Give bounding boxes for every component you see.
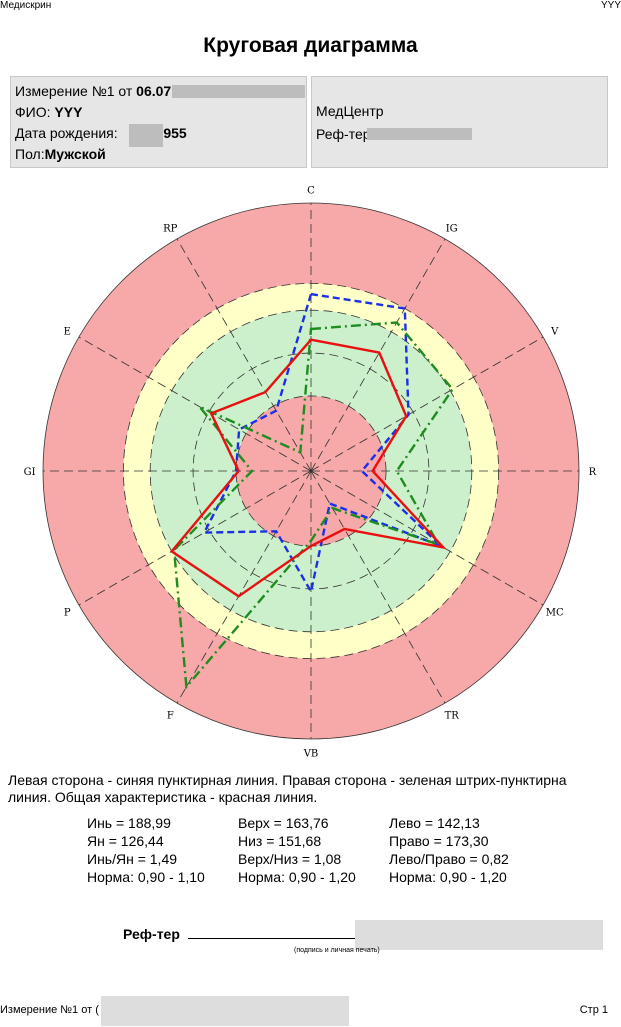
- name-line: ФИО: YYY: [15, 102, 82, 123]
- sex-label: Пол:: [15, 146, 45, 162]
- stat-item: Инь = 188,99: [87, 815, 171, 831]
- axis-label: RP: [163, 223, 178, 234]
- axis-label: VB: [303, 748, 319, 759]
- ref-label: Реф-тер: [316, 126, 371, 142]
- name-value: YYY: [54, 104, 83, 120]
- axis-label: C: [307, 186, 315, 197]
- axis-label: GI: [24, 467, 36, 478]
- axis-spoke: [310, 238, 446, 472]
- redaction-box: [172, 85, 305, 98]
- stat-item: Право = 173,30: [389, 833, 489, 849]
- stat-item: Низ = 151,68: [238, 833, 322, 849]
- series-line: [202, 292, 442, 595]
- legend-line: Левая сторона - синяя пунктирная линия. …: [8, 772, 567, 788]
- axis-spoke: [176, 238, 312, 472]
- name-label: ФИО:: [15, 104, 51, 120]
- page-title: Круговая диаграмма: [203, 34, 418, 57]
- series-line: [169, 338, 447, 598]
- stats-column-left-right: Лево = 142,13 Право = 173,30 Лево/Право …: [389, 814, 509, 886]
- footer-measurement: Измерение №1 от (: [0, 1004, 99, 1016]
- stat-item: Норма: 0,90 - 1,20: [389, 869, 507, 885]
- axis-label: TR: [445, 711, 460, 722]
- stat-item: Ян = 126,44: [87, 833, 164, 849]
- stat-item: Лево/Право = 0,82: [389, 851, 509, 867]
- axis-label: P: [64, 608, 71, 619]
- axis-label: F: [167, 711, 174, 722]
- ref-line: Реф-тер: [316, 124, 371, 145]
- axis-label: V: [550, 326, 559, 337]
- measurement-label: Измерение №1 от: [15, 83, 137, 99]
- sex-value: Мужской: [44, 146, 106, 162]
- axis-spoke: [310, 336, 544, 472]
- app-name: Медискрин: [0, 0, 52, 11]
- signature-line: [188, 938, 356, 939]
- redaction-box: [101, 996, 349, 1026]
- stat-item: Верх/Низ = 1,08: [238, 851, 342, 867]
- clinic-name: МедЦентр: [316, 103, 384, 119]
- measurement-line: Измерение №1 от 06.07.20: [15, 81, 191, 102]
- axis-spoke: [78, 470, 312, 606]
- redaction-box: [367, 128, 472, 140]
- stats-column-top-bottom: Верх = 163,76 Низ = 151,68 Верх/Низ = 1,…: [238, 814, 356, 886]
- axis-label: R: [589, 467, 597, 478]
- chart-legend: Левая сторона - синяя пунктирная линия. …: [8, 772, 614, 806]
- redaction-box: [129, 124, 163, 147]
- axis-label: E: [64, 326, 71, 337]
- axis-label: MC: [546, 608, 564, 619]
- axis-spoke: [176, 470, 312, 704]
- legend-line: линия. Общая характеристика - красная ли…: [8, 789, 318, 805]
- signature-label: Реф-тер: [123, 926, 180, 942]
- series-line: [172, 321, 455, 690]
- stats-column-yin-yang: Инь = 188,99 Ян = 126,44 Инь/Ян = 1,49 Н…: [87, 814, 205, 886]
- sex-line: Пол:Мужской: [15, 144, 106, 165]
- radar-chart: C IG V R MC TR VB F P GI E RP: [24, 186, 597, 760]
- axis-label: IG: [446, 223, 458, 234]
- page-number: Стр 1: [579, 1004, 608, 1016]
- stat-item: Норма: 0,90 - 1,10: [87, 869, 205, 885]
- redaction-box: [355, 920, 603, 950]
- stat-item: Инь/Ян = 1,49: [87, 851, 178, 867]
- stat-item: Лево = 142,13: [389, 815, 480, 831]
- axis-spoke: [310, 470, 544, 606]
- signature-caption: (подпись и личная печать): [294, 947, 380, 954]
- axis-spoke: [78, 336, 312, 472]
- clinic-info-panel: [311, 76, 608, 168]
- birthdate-label: Дата рождения:: [15, 125, 118, 141]
- stat-item: Верх = 163,76: [238, 815, 329, 831]
- stat-item: Норма: 0,90 - 1,20: [238, 869, 356, 885]
- header-right-label: YYY: [600, 0, 621, 11]
